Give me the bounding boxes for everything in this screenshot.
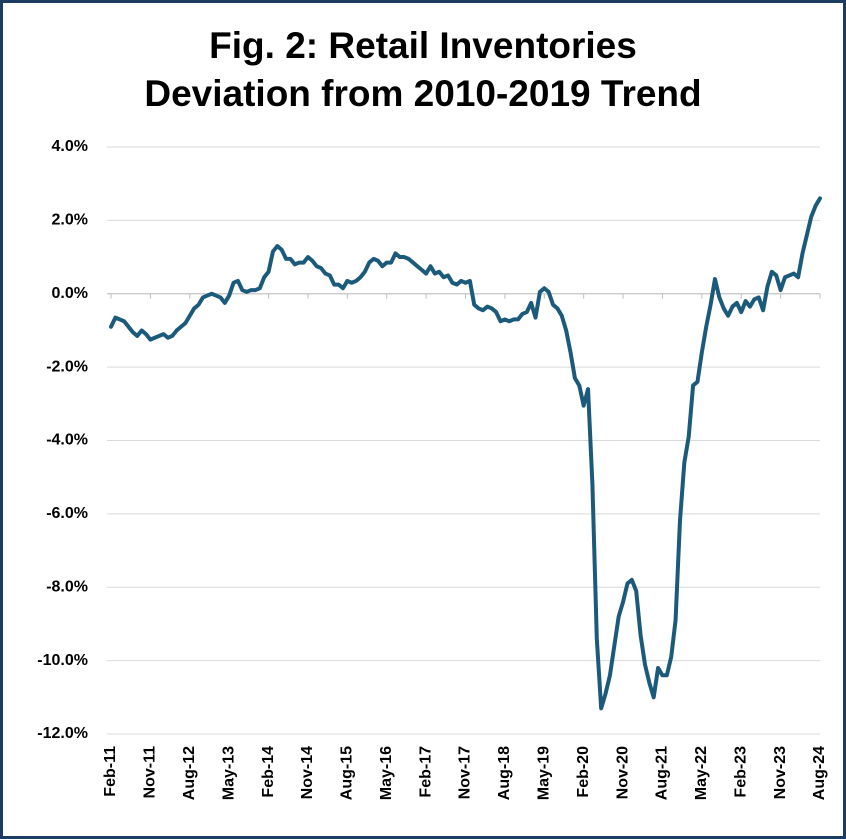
x-tick-label: Feb-14 [260, 746, 277, 798]
title-box: Fig. 2: Retail Inventories Deviation fro… [0, 22, 846, 118]
x-tick-label: May-13 [220, 746, 237, 800]
x-tick-label: May-16 [378, 746, 395, 800]
y-tick-label: -2.0% [46, 358, 88, 375]
y-tick-label: -6.0% [46, 505, 88, 522]
x-tick-label: Aug-12 [181, 746, 198, 800]
x-tick-label: Feb-23 [732, 746, 749, 798]
x-tick-label: Nov-20 [614, 746, 631, 799]
data-line [109, 196, 822, 711]
x-tick-label: Feb-20 [575, 746, 592, 798]
y-tick-label: 4.0% [52, 138, 88, 155]
x-tick-label: Nov-14 [299, 746, 316, 799]
x-tick-label: Aug-21 [654, 746, 671, 800]
x-tick-label: Nov-23 [772, 746, 789, 799]
y-tick-label: 2.0% [52, 212, 88, 229]
x-tick-label: Aug-24 [811, 746, 828, 800]
x-tick-label: Aug-15 [339, 746, 356, 800]
y-tick-label: -12.0% [37, 725, 88, 742]
y-tick-label: 0.0% [52, 285, 88, 302]
x-tick-label: Feb-11 [102, 746, 119, 797]
x-tick-label: May-22 [693, 746, 710, 800]
x-tick-label: Aug-18 [496, 746, 513, 800]
y-tick-label: -8.0% [46, 578, 88, 595]
x-tick-label: Nov-17 [457, 746, 474, 799]
x-tick-label: May-19 [535, 746, 552, 800]
y-tick-label: -4.0% [46, 432, 88, 449]
chart-title: Fig. 2: Retail Inventories Deviation fro… [144, 25, 702, 114]
y-tick-label: -10.0% [37, 652, 88, 669]
x-tick-label: Nov-11 [142, 746, 159, 799]
x-tick-label: Feb-17 [417, 746, 434, 798]
